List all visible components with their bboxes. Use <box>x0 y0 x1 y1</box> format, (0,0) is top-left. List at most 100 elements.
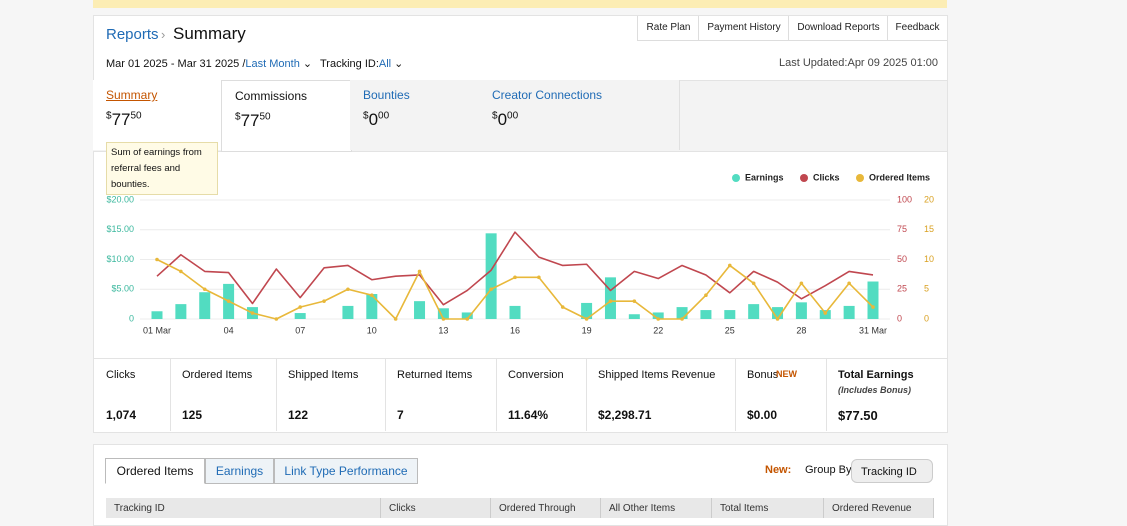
amount-whole: 0 <box>368 110 379 129</box>
stat-label: Conversion <box>508 369 564 381</box>
tab[interactable]: Creator Connections $000 <box>479 80 680 150</box>
report-tab[interactable]: Earnings <box>205 458 274 484</box>
point <box>322 299 326 303</box>
x-tick-label: 04 <box>224 325 234 335</box>
point <box>250 311 255 315</box>
tab[interactable]: Summary $7750 <box>93 80 222 150</box>
button[interactable]: Feedback <box>887 16 947 41</box>
tracking-filter: Tracking ID:All ⌄ <box>320 58 404 70</box>
point <box>393 317 398 321</box>
group-by-label: Group By: <box>805 464 855 476</box>
x-tick-label: 01 Mar <box>143 325 171 335</box>
point <box>179 269 183 274</box>
bar <box>366 294 378 319</box>
amount-whole: 77 <box>240 111 260 130</box>
stat-value: $0.00 <box>747 408 778 422</box>
column-header: Ordered Through <box>491 498 601 518</box>
point <box>823 311 828 315</box>
divider <box>93 358 947 359</box>
bar <box>843 305 855 319</box>
y2-tick-label: 25 <box>897 284 907 294</box>
column-header: All Other Items <box>601 498 712 518</box>
period-select[interactable]: Last Month <box>245 58 300 70</box>
column-header: Ordered Revenue <box>824 498 934 518</box>
bar <box>485 233 497 319</box>
point <box>799 281 804 286</box>
x-tick-label: 10 <box>367 325 377 335</box>
stat: Clicks 1,074 <box>94 359 171 431</box>
stat-label: Shipped Items <box>288 369 359 381</box>
tab-label[interactable]: Summary <box>106 88 158 102</box>
point <box>465 317 470 321</box>
amount-cents: 50 <box>130 110 142 122</box>
tab[interactable]: Bounties $000 <box>350 80 480 150</box>
y3-tick-label: 15 <box>924 224 934 234</box>
line <box>156 231 874 306</box>
y2-tick-label: 50 <box>897 254 907 264</box>
stat: Shipped Items 122 <box>276 359 386 431</box>
bar <box>628 314 640 319</box>
legend-swatch <box>800 174 808 182</box>
y-tick-label: $15.00 <box>106 224 134 234</box>
currency: $ <box>235 111 241 123</box>
point <box>226 299 231 303</box>
date-text: Mar 01 2025 - Mar 31 2025 / <box>106 58 246 70</box>
point <box>274 317 279 321</box>
bar <box>652 312 664 319</box>
last-updated: Last Updated:Apr 09 2025 01:00 <box>778 57 938 69</box>
notice-strip <box>93 0 947 8</box>
tab-label[interactable]: Commissions <box>235 89 308 103</box>
stat-label: Ordered Items <box>182 369 253 381</box>
button[interactable]: Rate Plan <box>637 16 699 41</box>
y-tick-label: 0 <box>129 313 134 323</box>
page: Reports › Summary Rate Plan Payment Hist… <box>93 0 948 526</box>
tab-label[interactable]: Bounties <box>363 88 410 102</box>
x-tick-label: 22 <box>653 325 663 335</box>
currency: $ <box>363 110 369 122</box>
report-tab[interactable]: Ordered Items <box>105 458 205 484</box>
stat-label: Clicks <box>106 369 136 381</box>
tab-label[interactable]: Creator Connections <box>492 88 603 102</box>
amount-whole: 0 <box>497 110 508 129</box>
point <box>441 317 446 321</box>
stat-value: 11.64% <box>508 408 549 422</box>
x-tick-label: 19 <box>582 325 592 335</box>
bar <box>604 277 616 319</box>
report-tab[interactable]: Link Type Performance <box>274 458 418 484</box>
tab[interactable]: Commissions $7750 <box>221 80 352 152</box>
x-tick-label: 16 <box>510 325 520 335</box>
bar <box>294 313 306 319</box>
y-tick-label: $20.00 <box>106 194 134 204</box>
bar <box>795 302 807 319</box>
tab-value: $7750 <box>106 110 142 130</box>
group-select[interactable]: Tracking ID <box>851 459 933 483</box>
point <box>751 281 756 286</box>
breadcrumb[interactable]: Reports <box>106 26 159 43</box>
bar <box>581 302 593 319</box>
bar <box>414 301 426 319</box>
bar <box>199 292 211 319</box>
stat-label: Shipped Items Revenue <box>598 369 716 381</box>
bar <box>461 312 473 319</box>
point <box>775 317 780 321</box>
stat-label: Bonus <box>747 369 779 381</box>
separator: › <box>161 27 166 42</box>
point <box>155 257 159 262</box>
point <box>513 275 517 280</box>
bar <box>724 310 736 319</box>
legend-label: Clicks <box>813 172 840 182</box>
badge: NEW <box>776 369 797 379</box>
point <box>489 287 493 292</box>
point <box>871 305 875 309</box>
tab-value: $000 <box>492 110 518 130</box>
tracking-select[interactable]: All <box>378 58 392 70</box>
tooltip: Sum of earnings from referral fees and b… <box>106 142 218 195</box>
button[interactable]: Payment History <box>698 16 789 41</box>
stat-value: 125 <box>182 408 203 422</box>
y3-tick-label: 5 <box>924 284 929 294</box>
point <box>537 275 541 280</box>
column-header: Clicks <box>381 498 491 518</box>
legend-swatch <box>856 174 864 182</box>
button[interactable]: Download Reports <box>788 16 888 41</box>
bar <box>700 310 712 319</box>
